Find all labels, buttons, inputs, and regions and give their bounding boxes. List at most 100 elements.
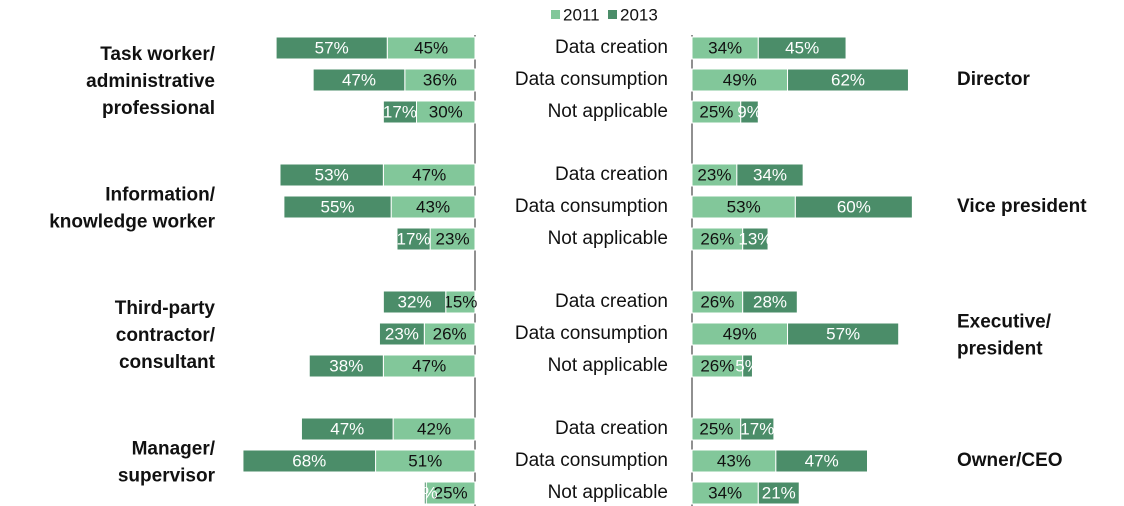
category-label: Not applicable [548,355,668,376]
data-label: 9% [737,102,762,121]
bar-segment [740,100,759,124]
bar-segment [740,417,775,441]
data-label: 57% [826,324,860,343]
group-label: Owner/CEO [957,450,1063,471]
data-label: 1% [413,483,438,502]
data-label: 26% [433,324,467,343]
legend-swatch [551,10,560,19]
bar-segment [742,354,753,378]
bar-segment [787,322,900,346]
data-label: 47% [805,451,839,470]
bar-segment [275,36,388,60]
group-label: knowledge worker [49,212,215,233]
data-label: 32% [398,292,432,311]
bar-segment [382,100,418,124]
category-label: Not applicable [548,482,668,503]
data-label: 17% [740,419,774,438]
data-label: 34% [708,38,742,57]
bar-segment [382,290,447,314]
group-label: Third-party [115,298,216,319]
bar-segment [742,290,798,314]
group-label: Manager/ [132,439,216,460]
category-label: Not applicable [548,101,668,122]
bar-segment [787,68,909,92]
data-label: 23% [385,324,419,343]
category-label: Data creation [555,37,668,58]
data-label: 53% [315,165,349,184]
data-label: 36% [423,70,457,89]
group-label: administrative [86,71,215,92]
data-label: 45% [785,38,819,57]
category-label: Data creation [555,164,668,185]
bar-segment [308,354,384,378]
group-label: contractor/ [116,325,216,346]
category-label: Data creation [555,418,668,439]
group-label: president [957,339,1043,360]
data-label: 38% [329,356,363,375]
data-label: 51% [408,451,442,470]
category-label: Data consumption [515,69,668,90]
data-label: 25% [434,483,468,502]
data-label: 55% [321,197,355,216]
legend-label: 2011 [563,5,600,24]
data-label: 34% [708,483,742,502]
category-label: Data consumption [515,196,668,217]
data-label: 25% [699,419,733,438]
data-label: 49% [723,70,757,89]
data-label: 34% [753,165,787,184]
data-label: 25% [699,102,733,121]
data-label: 62% [831,70,865,89]
data-label: 68% [292,451,326,470]
legend-swatch [608,10,617,19]
category-label: Data consumption [515,323,668,344]
data-label: 5% [735,356,760,375]
data-label: 53% [727,197,761,216]
data-label: 26% [700,229,734,248]
bar-segment [300,417,394,441]
category-label: Not applicable [548,228,668,249]
bar-segment [742,227,769,251]
group-label: Task worker/ [100,44,215,65]
data-label: 57% [315,38,349,57]
data-label: 21% [762,483,796,502]
data-label: 23% [697,165,731,184]
bar-segment [736,163,804,187]
data-label: 47% [412,165,446,184]
legend-label: 2013 [620,5,658,24]
data-label: 28% [753,292,787,311]
bar-segment [396,227,431,251]
data-label: 23% [436,229,470,248]
data-label: 26% [700,292,734,311]
bar-segment [378,322,425,346]
bar-segment [423,481,427,505]
bar-segment [775,449,868,473]
bar-segment [283,195,392,219]
data-label: 17% [397,229,431,248]
group-label: Director [957,69,1030,90]
group-label: consultant [119,352,216,373]
category-label: Data creation [555,291,668,312]
group-label: professional [102,98,215,119]
group-label: Vice president [957,196,1087,217]
group-label: supervisor [118,466,216,487]
data-label: 13% [738,229,772,248]
data-label: 47% [330,419,364,438]
data-label: 45% [414,38,448,57]
data-label: 26% [700,356,734,375]
data-label: 43% [416,197,450,216]
data-label: 47% [412,356,446,375]
data-label: 47% [342,70,376,89]
bar-segment [757,481,800,505]
group-label: Information/ [105,185,215,206]
bar-segment [242,449,377,473]
data-label: 15% [443,292,477,311]
group-label: Executive/ [957,312,1052,333]
bar-segment [312,68,406,92]
data-label: 43% [717,451,751,470]
data-label: 49% [723,324,757,343]
category-label: Data consumption [515,450,668,471]
bar-segment [279,163,384,187]
bar-segment [794,195,913,219]
data-label: 60% [837,197,871,216]
